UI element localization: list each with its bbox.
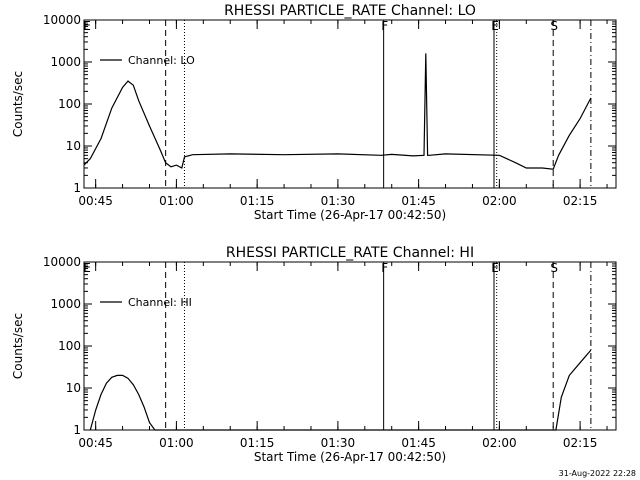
y-tick-label: 100: [58, 97, 81, 111]
y-tick-label: 10: [66, 139, 81, 153]
y-tick-label: 1: [73, 423, 81, 437]
event-marker-label: E: [491, 261, 499, 275]
x-tick-label: 01:45: [401, 436, 436, 450]
x-tick-label: 01:30: [321, 436, 356, 450]
x-tick-label: 02:00: [482, 436, 517, 450]
generation-timestamp: 31-Aug-2022 22:28: [558, 469, 636, 478]
y-axis-label: Counts/sec: [11, 313, 25, 379]
y-tick-label: 10: [66, 381, 81, 395]
x-axis-label: Start Time (26-Apr-17 00:42:50): [254, 208, 446, 222]
corner-label: E: [83, 19, 91, 33]
x-tick-label: 01:30: [321, 194, 356, 208]
x-tick-label: 02:15: [563, 436, 598, 450]
event-marker-label: E: [491, 19, 499, 33]
series-line: [89, 349, 592, 431]
chart-title: RHESSI PARTICLE_RATE Channel: HI: [226, 245, 474, 261]
legend-entry: Channel: LO: [128, 54, 195, 67]
corner-label: E: [83, 261, 91, 275]
panel-channel-lo: RHESSI PARTICLE_RATE Channel: LO Counts/s…: [11, 3, 617, 222]
event-marker-label: F: [381, 261, 388, 275]
y-tick-label: 1: [73, 181, 81, 195]
x-tick-label: 01:00: [159, 436, 194, 450]
plot-frame: [83, 261, 617, 431]
x-tick-label: 01:45: [401, 194, 436, 208]
x-tick-label: 01:00: [159, 194, 194, 208]
x-tick-label: 02:15: [563, 194, 598, 208]
y-tick-label: 1000: [50, 55, 81, 69]
series-line: [83, 53, 592, 170]
x-tick-label: 00:45: [78, 194, 113, 208]
event-marker-label: S: [550, 19, 558, 33]
y-axis-label: Counts/sec: [11, 71, 25, 137]
x-tick-label: 02:00: [482, 194, 517, 208]
y-tick-label: 10000: [43, 13, 81, 27]
x-tick-label: 01:15: [240, 194, 275, 208]
plot-frame: [83, 19, 617, 189]
event-marker-label: S: [550, 261, 558, 275]
x-axis-label: Start Time (26-Apr-17 00:42:50): [254, 450, 446, 464]
y-tick-label: 100: [58, 339, 81, 353]
chart-title: RHESSI PARTICLE_RATE Channel: LO: [224, 3, 476, 19]
event-marker-label: F: [381, 19, 388, 33]
legend-entry: Channel: HI: [128, 296, 192, 309]
y-tick-label: 10000: [43, 255, 81, 269]
panel-channel-hi: RHESSI PARTICLE_RATE Channel: HI Counts/s…: [11, 245, 617, 464]
x-tick-label: 00:45: [78, 436, 113, 450]
x-tick-label: 01:15: [240, 436, 275, 450]
y-tick-label: 1000: [50, 297, 81, 311]
